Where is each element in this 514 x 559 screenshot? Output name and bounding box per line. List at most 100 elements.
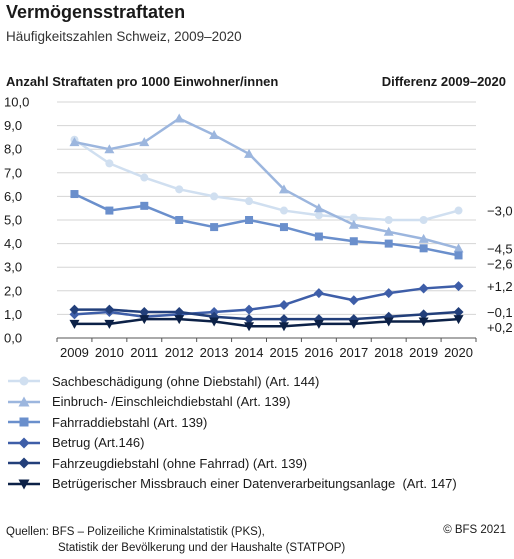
data-point bbox=[418, 233, 429, 243]
data-point bbox=[174, 113, 185, 123]
data-point bbox=[210, 192, 219, 201]
difference-value: −4,5 bbox=[487, 241, 513, 256]
data-point bbox=[245, 216, 254, 224]
legend-item: Betrügerischer Missbrauch einer Datenver… bbox=[6, 474, 506, 495]
legend-swatch-icon bbox=[8, 396, 40, 407]
data-point bbox=[18, 457, 30, 469]
data-point bbox=[245, 197, 254, 206]
y-tick-label: 4,0 bbox=[4, 236, 22, 251]
data-point bbox=[69, 304, 80, 315]
legend-swatch-icon bbox=[8, 376, 40, 386]
data-point bbox=[175, 216, 184, 224]
y-tick-label: 7,0 bbox=[4, 165, 22, 180]
legend-label: Betrügerischer Missbrauch einer Datenver… bbox=[52, 476, 457, 492]
data-point bbox=[18, 437, 30, 449]
legend-label: Fahrzeugdiebstahl (ohne Fahrrad) (Art. 1… bbox=[52, 455, 308, 471]
y-tick-label: 8,0 bbox=[4, 142, 22, 157]
series-line bbox=[74, 308, 459, 321]
x-tick-label: 2010 bbox=[95, 345, 124, 360]
y-tick-label: 6,0 bbox=[4, 189, 22, 204]
data-point bbox=[453, 243, 464, 253]
data-point bbox=[174, 315, 185, 325]
y-tick-label: 5,0 bbox=[4, 213, 22, 228]
data-point bbox=[19, 417, 29, 427]
data-point bbox=[140, 173, 149, 182]
data-point bbox=[104, 144, 115, 154]
data-point bbox=[349, 237, 358, 246]
source-line-2: Statistik der Bevölkerung und der Hausha… bbox=[58, 542, 346, 554]
data-point bbox=[19, 376, 29, 386]
data-point bbox=[278, 314, 289, 325]
x-tick-label: 2014 bbox=[235, 345, 264, 360]
data-point bbox=[383, 317, 394, 327]
data-point bbox=[278, 322, 289, 332]
data-point bbox=[453, 281, 464, 292]
x-tick-label: 2020 bbox=[444, 345, 473, 360]
difference-value: −3,0 bbox=[487, 204, 513, 219]
difference-value: −0,1 bbox=[487, 305, 513, 320]
data-point bbox=[419, 244, 428, 253]
copyright: © BFS 2021 bbox=[443, 524, 506, 536]
data-point bbox=[384, 239, 393, 248]
data-point bbox=[348, 219, 359, 229]
data-point bbox=[139, 137, 150, 147]
series-line bbox=[74, 284, 459, 319]
data-point bbox=[314, 232, 323, 241]
data-point bbox=[104, 319, 115, 329]
data-point bbox=[384, 216, 393, 224]
data-point bbox=[383, 226, 394, 236]
data-point bbox=[348, 319, 359, 329]
series-line bbox=[73, 138, 459, 222]
source-line-1: Quellen: BFS – Polizeiliche Kriminalstat… bbox=[6, 526, 265, 538]
data-point bbox=[18, 479, 30, 490]
chart-title: Vermögensstraftaten bbox=[6, 2, 186, 22]
data-point bbox=[418, 309, 429, 320]
difference-value: +1,2 bbox=[487, 279, 513, 294]
data-point bbox=[18, 396, 30, 407]
data-point bbox=[418, 317, 429, 327]
data-point bbox=[139, 315, 150, 325]
data-point bbox=[174, 307, 185, 318]
data-point bbox=[279, 223, 288, 232]
data-point bbox=[210, 223, 219, 232]
data-point bbox=[69, 137, 80, 147]
data-point bbox=[69, 319, 80, 329]
data-point bbox=[105, 159, 114, 168]
data-point bbox=[140, 201, 149, 210]
x-tick-label: 2019 bbox=[409, 345, 438, 360]
chart-legend: Sachbeschädigung (ohne Diebstahl) (Art. … bbox=[6, 371, 506, 494]
data-point bbox=[453, 315, 464, 325]
legend-swatch-icon bbox=[8, 457, 40, 469]
legend-label: Fahrraddiebstahl (Art. 139) bbox=[52, 414, 208, 430]
series-line bbox=[73, 192, 459, 257]
difference-label: Differenz 2009–2020 bbox=[381, 74, 506, 89]
data-point bbox=[348, 295, 359, 306]
y-tick-label: 9,0 bbox=[4, 118, 22, 133]
y-tick-label: 2,0 bbox=[4, 283, 22, 298]
legend-item: Fahrraddiebstahl (Art. 139) bbox=[6, 412, 506, 433]
line-chart: 0,0 1,0 2,0 3,0 4,0 5,0 6,0 7,0 8,0 9,0 10,0 2009 20… bbox=[4, 95, 513, 361]
x-tick-label: 2011 bbox=[130, 345, 158, 360]
data-point bbox=[383, 288, 394, 299]
data-point bbox=[454, 206, 463, 215]
x-tick-label: 2016 bbox=[304, 345, 333, 360]
series-line bbox=[74, 317, 459, 328]
legend-item: Betrug (Art.146) bbox=[6, 433, 506, 454]
x-tick-label: 2009 bbox=[60, 345, 89, 360]
data-point bbox=[349, 213, 358, 222]
y-tick-label: 10,0 bbox=[4, 95, 29, 110]
data-point bbox=[454, 251, 463, 260]
chart-subtitle: Häufigkeitszahlen Schweiz, 2009–2020 bbox=[6, 29, 242, 44]
x-tick-label: 2017 bbox=[339, 345, 368, 360]
legend-swatch-icon bbox=[8, 479, 40, 490]
data-point bbox=[278, 184, 289, 194]
data-point bbox=[314, 211, 323, 220]
data-point bbox=[419, 216, 428, 224]
x-tick-label: 2012 bbox=[165, 345, 194, 360]
data-point bbox=[105, 206, 114, 215]
data-point bbox=[139, 307, 150, 318]
data-point bbox=[279, 206, 288, 215]
x-tick-label: 2013 bbox=[200, 345, 229, 360]
data-point bbox=[209, 317, 220, 327]
y-tick-label: 3,0 bbox=[4, 260, 22, 275]
